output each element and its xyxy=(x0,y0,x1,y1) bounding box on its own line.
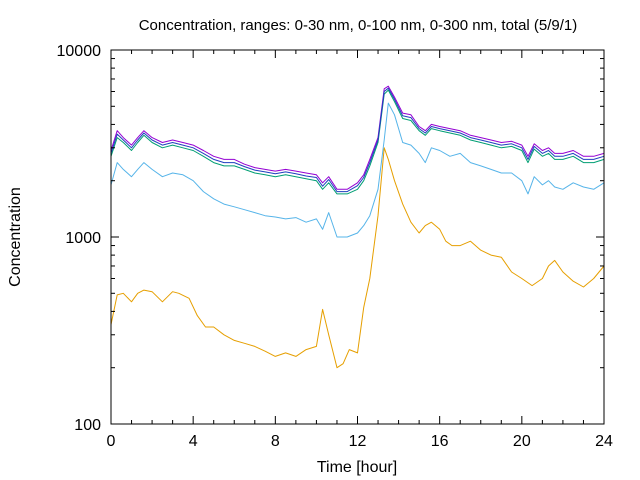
plot-frame xyxy=(110,49,605,425)
series-line-1 xyxy=(110,147,605,369)
y-tick-label: 1000 xyxy=(65,230,101,247)
y-tick-label: 100 xyxy=(74,417,101,434)
x-tick-label: 16 xyxy=(431,433,449,450)
tick-labels: 0 4 8 12 16 20 24 100 1000 10000 xyxy=(57,43,614,450)
series-line-4 xyxy=(110,85,605,190)
x-tick-label: 20 xyxy=(513,433,531,450)
plot-lines xyxy=(110,85,605,369)
x-tick-label: 12 xyxy=(349,433,367,450)
x-tick-label: 8 xyxy=(271,433,280,450)
axis-ticks xyxy=(110,49,605,425)
x-tick-label: 24 xyxy=(595,433,613,450)
x-tick-label: 4 xyxy=(189,433,198,450)
y-axis-title: Concentration xyxy=(7,187,24,287)
chart-title: Concentration, ranges: 0-30 nm, 0-100 nm… xyxy=(139,17,578,34)
x-axis-title: Time [hour] xyxy=(317,459,397,476)
series-line-5 xyxy=(110,87,605,193)
y-tick-label: 10000 xyxy=(57,43,102,60)
x-tick-label: 0 xyxy=(107,433,116,450)
series-line-3 xyxy=(110,89,605,195)
series-line-2 xyxy=(110,102,605,238)
